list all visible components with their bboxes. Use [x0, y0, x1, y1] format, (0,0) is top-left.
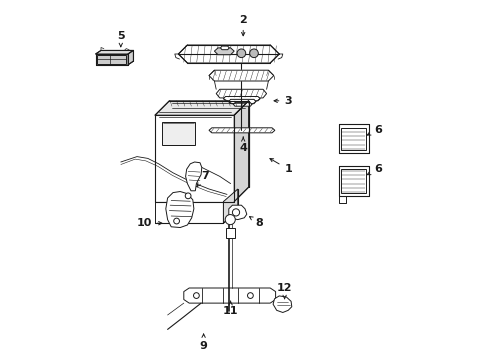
Text: 9: 9 — [199, 334, 208, 351]
Bar — [226, 228, 235, 238]
Polygon shape — [155, 115, 234, 202]
Circle shape — [194, 293, 199, 298]
Polygon shape — [98, 55, 126, 64]
Polygon shape — [229, 99, 256, 104]
Polygon shape — [178, 45, 279, 63]
Text: 5: 5 — [117, 31, 124, 47]
Polygon shape — [223, 189, 238, 223]
Circle shape — [232, 209, 240, 216]
Circle shape — [225, 215, 235, 225]
Polygon shape — [155, 202, 223, 223]
Text: 1: 1 — [270, 158, 292, 174]
Polygon shape — [128, 50, 133, 65]
Polygon shape — [233, 103, 252, 106]
Text: 8: 8 — [249, 217, 263, 228]
Polygon shape — [209, 70, 274, 81]
Text: 2: 2 — [239, 15, 247, 36]
Bar — [342, 128, 366, 150]
Text: 6: 6 — [368, 164, 382, 175]
Text: 11: 11 — [223, 301, 238, 316]
Polygon shape — [96, 50, 133, 54]
Polygon shape — [184, 288, 275, 303]
Polygon shape — [215, 48, 234, 55]
Polygon shape — [96, 54, 128, 65]
Polygon shape — [155, 101, 248, 115]
Circle shape — [247, 293, 253, 298]
Polygon shape — [223, 96, 260, 101]
Polygon shape — [234, 101, 248, 202]
Polygon shape — [273, 296, 292, 312]
Text: 10: 10 — [137, 218, 162, 228]
Circle shape — [174, 218, 179, 224]
Bar — [162, 122, 195, 145]
Circle shape — [250, 49, 258, 58]
Polygon shape — [216, 89, 267, 98]
Bar — [339, 166, 369, 196]
Polygon shape — [166, 192, 194, 228]
Polygon shape — [186, 162, 202, 191]
Bar — [342, 169, 366, 193]
Text: 7: 7 — [197, 171, 209, 186]
Circle shape — [237, 49, 245, 58]
Text: 12: 12 — [277, 283, 293, 299]
Polygon shape — [209, 128, 275, 133]
Text: 6: 6 — [368, 125, 382, 135]
Polygon shape — [220, 46, 229, 50]
Text: 4: 4 — [239, 137, 247, 153]
Text: 3: 3 — [274, 96, 292, 106]
Circle shape — [185, 193, 191, 199]
Polygon shape — [229, 205, 247, 220]
Bar — [339, 124, 369, 153]
